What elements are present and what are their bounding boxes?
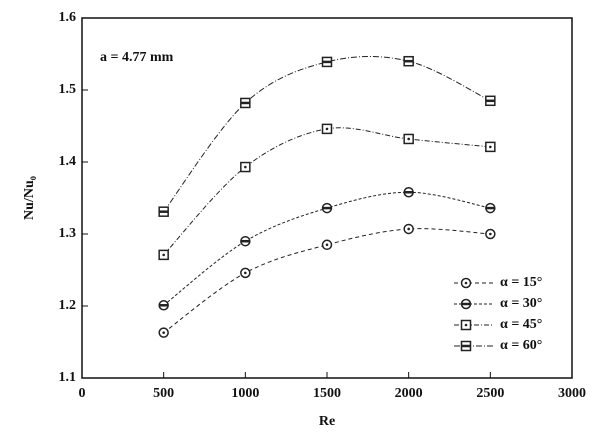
marker (460, 340, 472, 352)
x-tick-label: 2500 (476, 386, 504, 401)
marker (240, 235, 251, 247)
marker (321, 239, 333, 251)
marker (403, 55, 414, 67)
y-tick-label: 1.1 (59, 370, 77, 385)
marker-dot (464, 323, 468, 327)
x-tick-label: 0 (79, 386, 86, 401)
series-line (163, 228, 491, 334)
marker (158, 327, 169, 338)
marker (240, 161, 251, 173)
x-tick-label: 3000 (558, 386, 586, 401)
x-tick-label: 500 (153, 386, 174, 401)
marker (158, 206, 169, 217)
marker (158, 300, 169, 311)
marker (321, 202, 333, 214)
marker-dot (489, 232, 492, 236)
legend-label: α = 15° (500, 275, 542, 290)
series-line (163, 127, 491, 256)
marker-dot (464, 281, 468, 285)
plot-frame (81, 17, 573, 379)
marker (485, 202, 496, 214)
marker (240, 97, 251, 109)
marker (485, 228, 496, 240)
marker (485, 141, 496, 153)
y-axis-label: Nu/Nu₀ (22, 176, 37, 220)
marker (460, 277, 472, 289)
marker-dot (407, 227, 410, 231)
y-tick-label: 1.6 (59, 10, 77, 25)
marker (460, 298, 472, 310)
marker (158, 249, 169, 261)
legend-label: α = 45° (500, 317, 542, 332)
marker-dot (244, 165, 247, 169)
marker (240, 267, 251, 279)
legend-label: α = 30° (500, 296, 542, 311)
y-tick-label: 1.4 (59, 154, 77, 169)
marker (403, 133, 414, 145)
marker-dot (244, 271, 247, 275)
marker (321, 56, 333, 68)
x-tick-label: 1000 (231, 386, 259, 401)
marker-dot (489, 145, 492, 149)
x-tick-label: 2000 (395, 386, 423, 401)
y-tick-label: 1.3 (59, 226, 77, 241)
marker (485, 95, 496, 107)
marker (403, 223, 414, 235)
y-tick-label: 1.2 (59, 298, 77, 313)
x-axis-label: Re (319, 414, 335, 429)
marker-dot (162, 253, 165, 257)
marker (460, 319, 472, 331)
x-tick-label: 1500 (313, 386, 341, 401)
marker-dot (325, 243, 329, 247)
marker-dot (407, 137, 410, 141)
marker (403, 186, 414, 198)
marker-dot (162, 331, 165, 334)
marker (321, 123, 333, 135)
annotation: a = 4.77 mm (100, 50, 174, 65)
y-tick-label: 1.5 (59, 82, 77, 97)
marker-dot (325, 127, 329, 131)
legend-label: α = 60° (500, 338, 542, 353)
